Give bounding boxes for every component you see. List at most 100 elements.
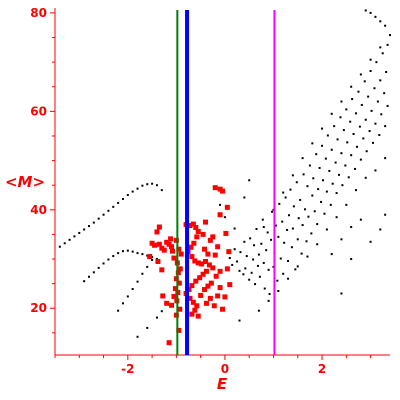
data-point-black bbox=[324, 157, 327, 160]
data-point-black bbox=[141, 253, 144, 256]
data-point-black bbox=[136, 335, 139, 338]
data-point-black bbox=[238, 319, 241, 322]
data-point-black bbox=[365, 150, 368, 153]
data-point-red bbox=[147, 254, 153, 260]
data-point-black bbox=[282, 272, 285, 275]
data-point-black bbox=[151, 259, 154, 262]
data-point-black bbox=[381, 52, 384, 55]
data-point-red bbox=[177, 306, 183, 312]
data-point-red bbox=[161, 247, 167, 253]
data-point-red bbox=[205, 251, 211, 257]
data-point-black bbox=[141, 272, 144, 275]
data-point-black bbox=[97, 217, 100, 220]
data-point-red bbox=[198, 292, 204, 298]
data-point-red bbox=[212, 252, 218, 258]
data-point-black bbox=[141, 184, 144, 187]
data-point-black bbox=[386, 43, 389, 46]
data-point-black bbox=[336, 138, 339, 141]
data-point-black bbox=[316, 243, 319, 246]
data-point-black bbox=[296, 238, 299, 241]
data-point-black bbox=[260, 242, 263, 245]
data-point-black bbox=[117, 201, 120, 204]
data-point-black bbox=[384, 125, 387, 128]
data-point-black bbox=[291, 174, 294, 177]
data-point-black bbox=[322, 179, 324, 182]
data-point-black bbox=[267, 268, 270, 271]
data-point-red bbox=[206, 262, 212, 268]
data-point-black bbox=[346, 141, 349, 144]
data-point-red bbox=[178, 251, 184, 257]
data-point-black bbox=[323, 212, 326, 215]
data-point-red bbox=[169, 302, 175, 308]
data-point-black bbox=[350, 85, 353, 88]
data-point-black bbox=[155, 184, 158, 187]
data-point-black bbox=[244, 267, 247, 270]
data-point-black bbox=[112, 255, 115, 258]
data-point-black bbox=[107, 258, 110, 261]
data-point-black bbox=[330, 112, 333, 115]
data-point-black bbox=[380, 113, 383, 116]
data-point-red bbox=[155, 258, 161, 264]
data-point-red bbox=[166, 340, 172, 346]
data-point-red bbox=[190, 221, 196, 227]
data-point-black bbox=[277, 235, 280, 238]
data-point-black bbox=[364, 118, 367, 121]
data-point-black bbox=[292, 205, 295, 208]
data-point-black bbox=[325, 228, 328, 231]
data-point-black bbox=[257, 309, 260, 312]
data-point-red bbox=[217, 268, 223, 274]
data-point-black bbox=[290, 246, 293, 249]
data-point-red bbox=[203, 268, 209, 274]
data-point-black bbox=[374, 169, 377, 172]
data-point-red bbox=[203, 258, 209, 264]
data-point-red bbox=[224, 266, 230, 272]
data-point-red bbox=[168, 236, 174, 242]
data-point-black bbox=[379, 20, 382, 23]
data-point-black bbox=[355, 145, 358, 148]
data-point-red bbox=[215, 293, 221, 299]
data-point-red bbox=[207, 237, 213, 243]
data-point-red bbox=[192, 258, 198, 264]
data-point-black bbox=[151, 182, 154, 185]
data-point-black bbox=[245, 255, 248, 258]
data-point-black bbox=[287, 259, 290, 262]
data-point-black bbox=[369, 240, 372, 243]
data-point-black bbox=[233, 248, 236, 251]
data-point-black bbox=[252, 258, 255, 261]
data-point-black bbox=[364, 176, 367, 179]
data-point-red bbox=[187, 295, 193, 301]
data-point-red bbox=[211, 303, 217, 309]
data-point-black bbox=[359, 218, 362, 221]
data-point-black bbox=[307, 215, 310, 218]
data-point-red bbox=[210, 265, 216, 271]
data-point-black bbox=[92, 221, 95, 224]
data-point-red bbox=[227, 282, 233, 288]
data-point-black bbox=[350, 154, 353, 157]
data-point-black bbox=[301, 224, 304, 227]
data-point-black bbox=[73, 235, 76, 238]
x-tick-label: -2 bbox=[121, 362, 134, 376]
data-point-black bbox=[289, 188, 292, 191]
data-point-black bbox=[384, 157, 387, 160]
y-tick-label: 80 bbox=[30, 6, 47, 20]
data-point-black bbox=[372, 141, 375, 144]
data-point-black bbox=[315, 153, 318, 156]
data-point-black bbox=[331, 182, 334, 185]
data-point-black bbox=[282, 191, 285, 194]
data-point-black bbox=[310, 232, 313, 235]
data-point-red bbox=[215, 244, 221, 250]
data-point-black bbox=[277, 290, 280, 293]
data-point-red bbox=[192, 307, 198, 313]
data-point-black bbox=[384, 24, 387, 27]
x-tick-label: 2 bbox=[318, 362, 326, 376]
data-point-black bbox=[334, 161, 337, 164]
data-point-black bbox=[386, 104, 389, 107]
data-point-black bbox=[112, 205, 115, 208]
data-point-black bbox=[262, 261, 265, 264]
data-point-black bbox=[136, 252, 139, 255]
data-point-black bbox=[308, 164, 311, 167]
data-point-black bbox=[238, 269, 241, 272]
data-point-black bbox=[254, 283, 257, 286]
data-point-black bbox=[107, 209, 110, 212]
data-point-red bbox=[177, 266, 183, 272]
